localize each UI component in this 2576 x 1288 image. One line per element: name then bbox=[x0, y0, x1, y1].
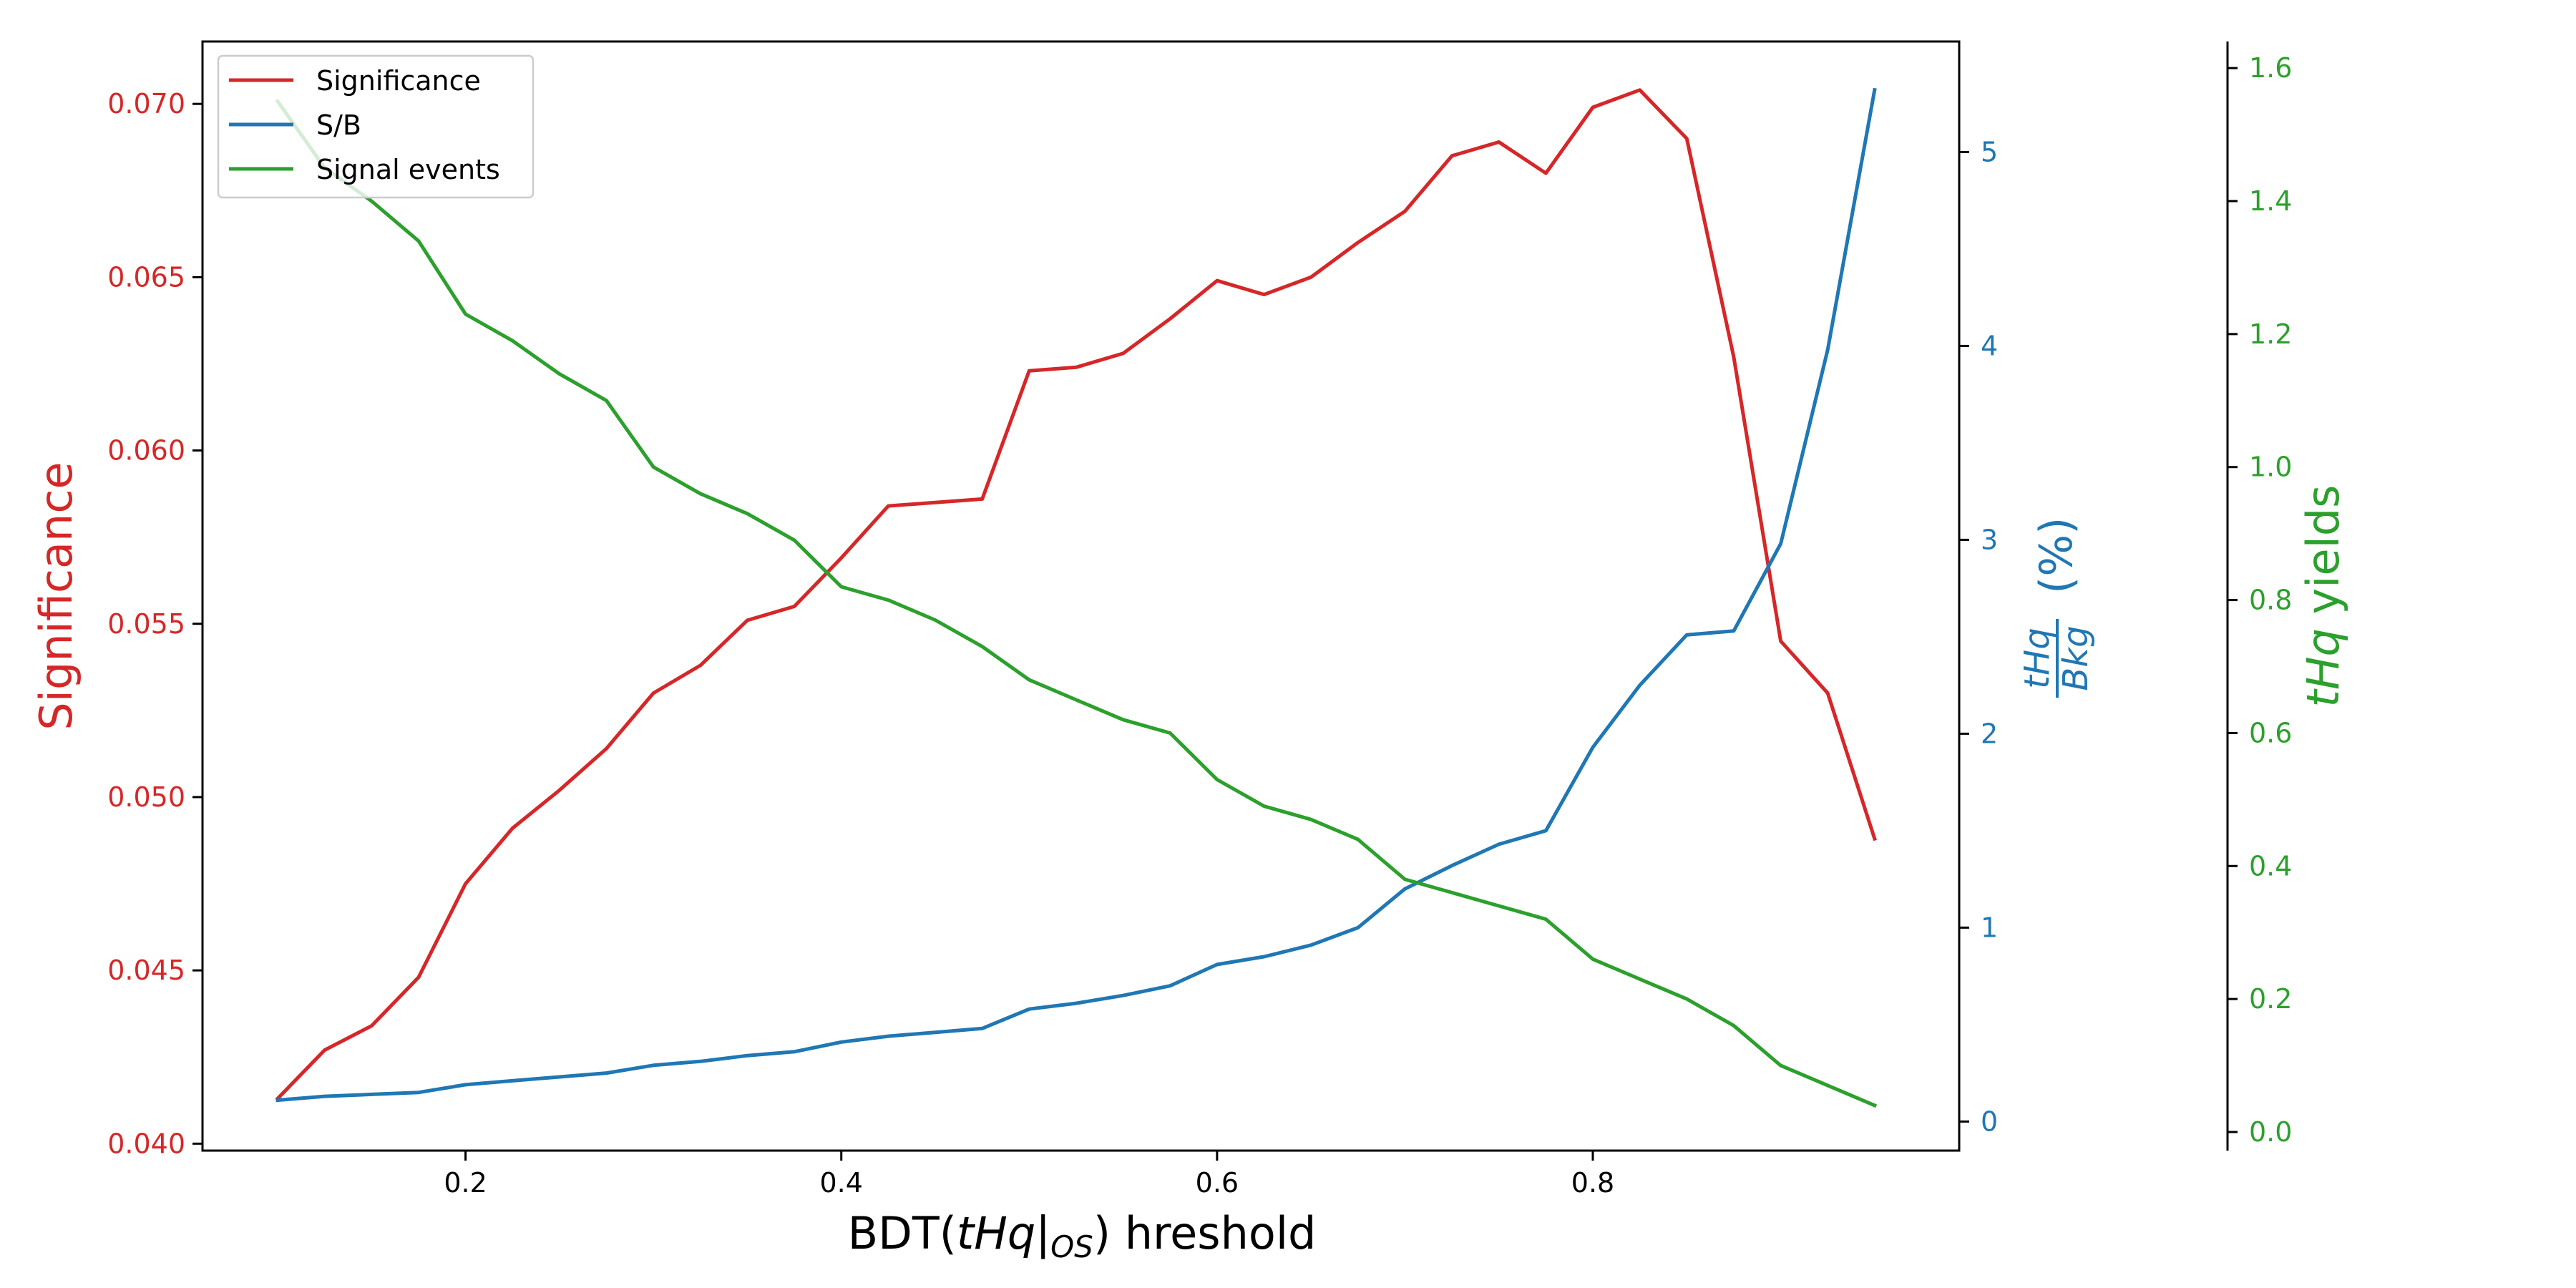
far-right-y-tick-label: 1.6 bbox=[2249, 52, 2292, 84]
left-y-tick-label: 0.070 bbox=[107, 88, 185, 119]
x-axis-title-prefix: BDT( bbox=[848, 1207, 957, 1259]
legend-label-significance: Significance bbox=[316, 65, 481, 97]
right-axis-title: tHq Bkg (%) bbox=[2017, 517, 2096, 698]
left-y-tick-label: 0.040 bbox=[107, 1128, 185, 1159]
x-tick-label: 0.8 bbox=[1571, 1167, 1614, 1199]
left-y-tick-label: 0.045 bbox=[107, 955, 185, 986]
x-tick-label: 0.4 bbox=[820, 1167, 863, 1199]
x-axis-title: BDT(tHq|OS) hreshold bbox=[848, 1207, 1317, 1264]
far-right-y-tick-label: 0.4 bbox=[2249, 850, 2292, 882]
x-axis-title-bar: | bbox=[1035, 1207, 1050, 1260]
far-right-y-tick-label: 0.6 bbox=[2249, 717, 2292, 748]
legend: Significance S/B Signal events bbox=[217, 54, 535, 199]
right-y-tick-label: 4 bbox=[1981, 330, 1998, 361]
x-axis-title-italic: tHq bbox=[957, 1207, 1035, 1259]
legend-label-signal-events: Signal events bbox=[316, 154, 500, 185]
legend-label-sb: S/B bbox=[316, 109, 361, 141]
left-y-tick-label: 0.065 bbox=[107, 261, 185, 293]
far-right-axis-title: tHq yields bbox=[2297, 485, 2349, 708]
series-line-signal-events bbox=[275, 99, 1878, 1108]
x-tick-label: 0.2 bbox=[444, 1167, 487, 1199]
right-axis-title-numerator: tHq bbox=[2017, 628, 2057, 688]
series-line-s-b bbox=[275, 87, 1877, 1103]
x-axis-title-suffix: ) hreshold bbox=[1093, 1207, 1317, 1259]
far-right-y-tick-label: 0.8 bbox=[2249, 585, 2292, 616]
right-y-tick-label: 3 bbox=[1981, 524, 1998, 555]
far-right-y-tick-label: 0.0 bbox=[2249, 1116, 2292, 1148]
plot-frame bbox=[201, 40, 1961, 1152]
left-y-tick-label: 0.060 bbox=[107, 435, 185, 467]
x-tick-label: 0.6 bbox=[1196, 1167, 1239, 1199]
series-layer bbox=[275, 87, 1878, 1108]
far-right-axis-title-italic: tHq bbox=[2297, 628, 2349, 707]
right-y-tick-label: 2 bbox=[1981, 718, 1998, 749]
right-y-tick-label: 0 bbox=[1981, 1106, 1998, 1137]
series-line-significance bbox=[275, 88, 1877, 1101]
far-right-y-tick-label: 1.2 bbox=[2249, 318, 2292, 350]
left-y-tick-label: 0.050 bbox=[107, 781, 185, 813]
left-y-tick-label: 0.055 bbox=[107, 608, 185, 640]
right-axis-title-denominator: Bkg bbox=[2056, 625, 2096, 691]
right-y-tick-label: 5 bbox=[1981, 136, 1998, 167]
right-y-tick-label: 1 bbox=[1981, 912, 1998, 943]
far-right-axis-title-suffix: yields bbox=[2297, 485, 2349, 629]
ticks-layer: 0.2 0.4 0.6 0.80.0400.0450.0500.0550.0600.0… bbox=[107, 52, 2292, 1199]
legend-frame bbox=[217, 54, 535, 199]
far-right-y-tick-label: 1.4 bbox=[2249, 185, 2292, 217]
far-right-y-tick-label: 0.2 bbox=[2249, 983, 2292, 1015]
x-axis-title-subscript: OS bbox=[1050, 1229, 1093, 1264]
far-right-y-tick-label: 1.0 bbox=[2249, 452, 2292, 483]
left-axis-title: Significance bbox=[30, 462, 82, 730]
right-axis-title-suffix: (%) bbox=[2030, 517, 2082, 594]
